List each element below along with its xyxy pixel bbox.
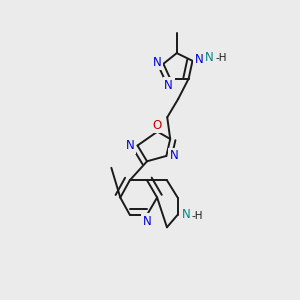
- Text: O: O: [153, 118, 162, 131]
- Text: N: N: [205, 51, 214, 64]
- Text: N: N: [126, 139, 134, 152]
- Text: N: N: [195, 52, 203, 66]
- Text: -H: -H: [215, 53, 227, 64]
- Text: N: N: [152, 56, 161, 68]
- Text: N: N: [143, 215, 152, 228]
- Text: N: N: [169, 149, 178, 162]
- Text: -H: -H: [192, 211, 203, 221]
- Text: N: N: [182, 208, 190, 221]
- Text: N: N: [164, 79, 173, 92]
